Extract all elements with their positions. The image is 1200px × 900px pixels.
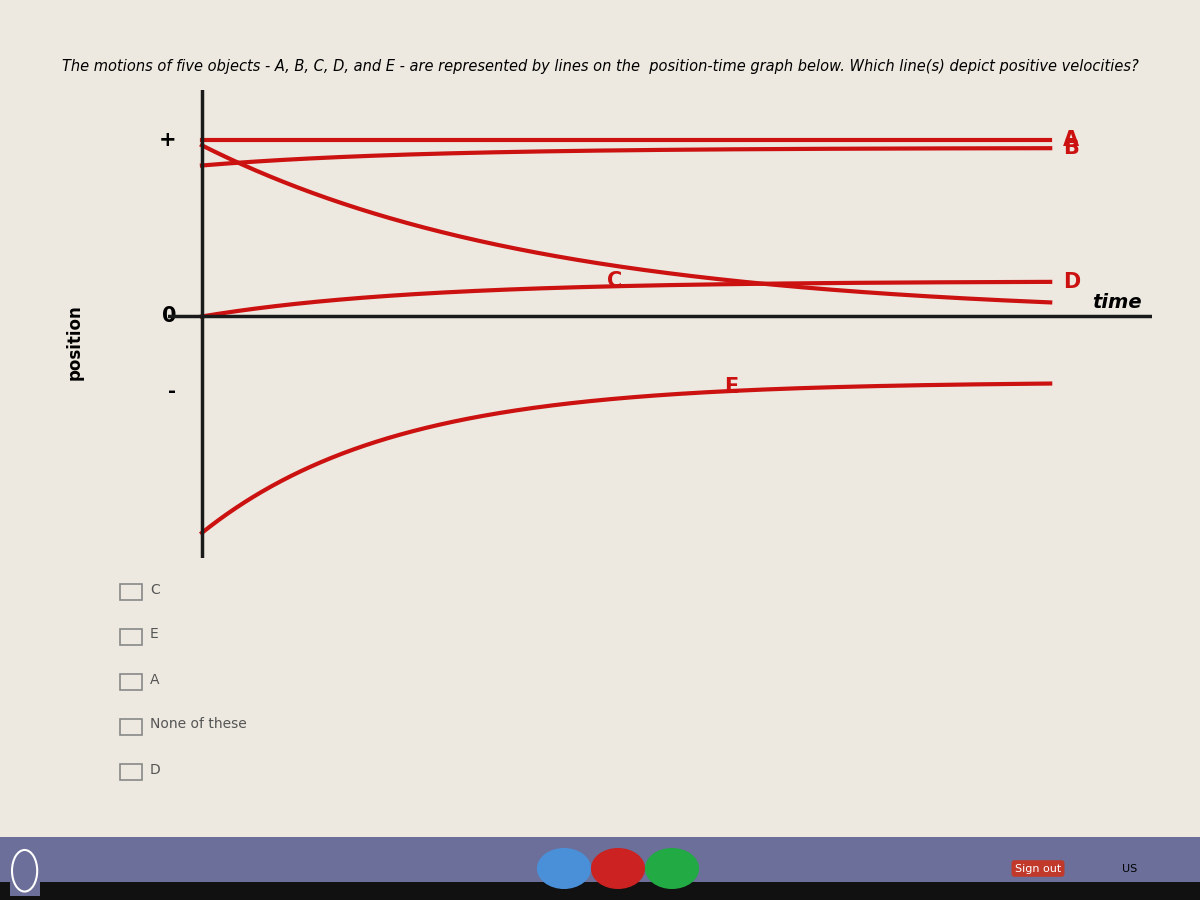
- Text: The motions of five objects - A, B, C, D, and E - are represented by lines on th: The motions of five objects - A, B, C, D…: [61, 58, 1139, 74]
- Text: E: E: [725, 377, 739, 397]
- Text: 0: 0: [162, 307, 176, 327]
- Text: A: A: [150, 672, 160, 687]
- Text: US: US: [1122, 863, 1138, 874]
- Text: +: +: [158, 130, 176, 150]
- Text: -: -: [168, 382, 176, 401]
- Text: E: E: [150, 627, 158, 642]
- Text: A: A: [1063, 130, 1079, 150]
- Text: C: C: [150, 582, 160, 597]
- Text: D: D: [150, 762, 161, 777]
- Text: None of these: None of these: [150, 717, 247, 732]
- Text: time: time: [1093, 293, 1142, 312]
- Text: position: position: [66, 304, 84, 380]
- Text: D: D: [1063, 272, 1080, 292]
- Text: B: B: [1063, 139, 1079, 158]
- Text: C: C: [607, 271, 622, 291]
- Text: Sign out: Sign out: [1015, 863, 1061, 874]
